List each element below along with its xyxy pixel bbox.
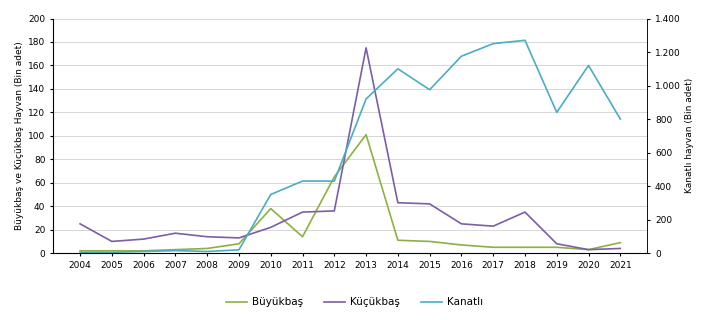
- Büyükbaş: [489, 245, 498, 249]
- Kanatlı: [425, 88, 434, 92]
- Büyükbaş: [76, 249, 84, 253]
- Küçükbaş: [616, 246, 625, 250]
- Büyükbaş: [140, 249, 148, 253]
- Küçükbaş: [298, 210, 307, 214]
- Legend: Büyükbaş, Küçükbaş, Kanatlı: Büyükbaş, Küçükbaş, Kanatlı: [222, 293, 487, 312]
- Büyükbaş: [108, 249, 116, 253]
- Kanatlı: [552, 110, 561, 114]
- Küçükbaş: [140, 237, 148, 241]
- Kanatlı: [393, 67, 402, 71]
- Küçükbaş: [489, 224, 498, 228]
- Küçükbaş: [108, 239, 116, 243]
- Kanatlı: [489, 42, 498, 45]
- Y-axis label: Büyükbaş ve Küçükbaş Hayvan (Bin adet): Büyükbaş ve Küçükbaş Hayvan (Bin adet): [15, 42, 24, 230]
- Büyükbaş: [520, 245, 529, 249]
- Büyükbaş: [457, 243, 466, 247]
- Y-axis label: Kanatlı hayvan (Bin adet): Kanatlı hayvan (Bin adet): [685, 78, 694, 194]
- Büyükbaş: [203, 246, 211, 250]
- Küçükbaş: [520, 210, 529, 214]
- Kanatlı: [520, 38, 529, 42]
- Kanatlı: [76, 251, 84, 254]
- Kanatlı: [235, 248, 243, 252]
- Büyükbaş: [393, 238, 402, 242]
- Büyükbaş: [267, 207, 275, 211]
- Kanatlı: [298, 179, 307, 183]
- Büyükbaş: [552, 245, 561, 249]
- Kanatlı: [362, 97, 370, 101]
- Kanatlı: [108, 251, 116, 254]
- Küçükbaş: [203, 235, 211, 239]
- Büyükbaş: [616, 241, 625, 244]
- Line: Kanatlı: Kanatlı: [80, 40, 620, 252]
- Küçükbaş: [362, 46, 370, 50]
- Line: Küçükbaş: Küçükbaş: [80, 48, 620, 250]
- Kanatlı: [203, 250, 211, 253]
- Küçükbaş: [584, 248, 593, 252]
- Küçükbaş: [76, 222, 84, 226]
- Küçükbaş: [425, 202, 434, 206]
- Küçükbaş: [552, 242, 561, 246]
- Kanatlı: [140, 250, 148, 253]
- Büyükbaş: [362, 133, 370, 137]
- Büyükbaş: [171, 248, 179, 252]
- Büyükbaş: [298, 235, 307, 239]
- Büyükbaş: [425, 239, 434, 243]
- Kanatlı: [584, 63, 593, 67]
- Büyükbaş: [235, 242, 243, 246]
- Kanatlı: [330, 179, 339, 183]
- Büyükbaş: [584, 248, 593, 252]
- Kanatlı: [457, 54, 466, 58]
- Kanatlı: [171, 249, 179, 252]
- Line: Büyükbaş: Büyükbaş: [80, 135, 620, 251]
- Kanatlı: [267, 193, 275, 196]
- Kanatlı: [616, 117, 625, 121]
- Büyükbaş: [330, 175, 339, 179]
- Küçükbaş: [235, 236, 243, 240]
- Küçükbaş: [171, 231, 179, 235]
- Küçükbaş: [267, 225, 275, 229]
- Küçükbaş: [457, 222, 466, 226]
- Küçükbaş: [330, 209, 339, 213]
- Küçükbaş: [393, 201, 402, 204]
